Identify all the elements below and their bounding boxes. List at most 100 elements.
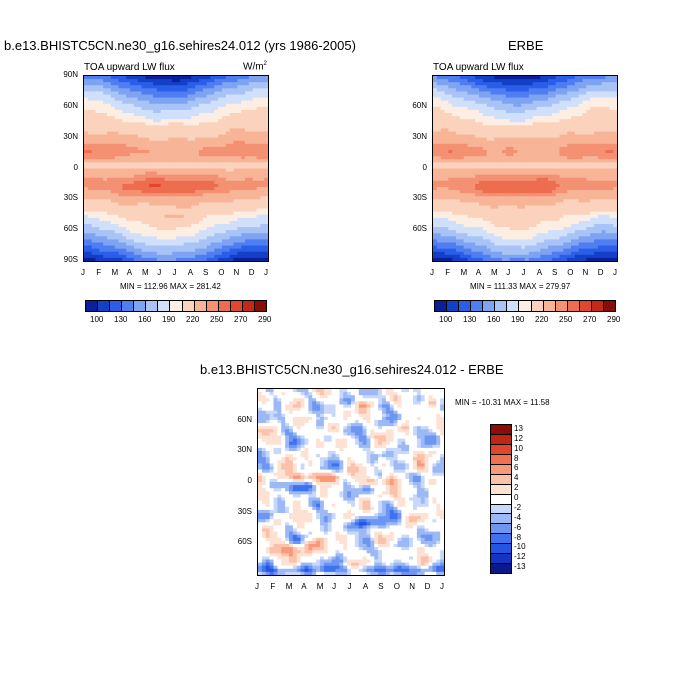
panel1-cell xyxy=(172,211,177,216)
panel2-cell xyxy=(544,97,549,102)
panel1-cell xyxy=(149,168,154,173)
panel1-cell xyxy=(122,76,127,80)
panel1-cell xyxy=(214,162,219,167)
panel2-cell xyxy=(471,76,476,80)
panel2-cell xyxy=(486,205,492,210)
panel1-cell xyxy=(179,208,185,213)
panel1-cell xyxy=(245,134,250,139)
panel2-cell xyxy=(494,187,499,191)
panel2-cell xyxy=(448,137,453,142)
panel1-cell xyxy=(225,202,231,207)
panel1-cell xyxy=(237,257,242,261)
panel2-cell xyxy=(517,187,522,191)
panel1-cell xyxy=(153,180,158,185)
panel1-cell xyxy=(191,85,196,89)
panel1-cell xyxy=(130,109,135,114)
panel2-cell xyxy=(505,82,511,86)
panel2-cell xyxy=(567,146,572,151)
panel1-cell xyxy=(237,109,242,114)
panel1-cell xyxy=(99,245,104,250)
panel2-cell xyxy=(502,199,507,204)
panel1-cell xyxy=(229,76,235,80)
panel1-cell xyxy=(260,230,265,234)
panel2-cell xyxy=(567,205,572,210)
panel1-cell xyxy=(256,131,261,136)
panel2-cell xyxy=(456,199,461,204)
panel2-cell xyxy=(578,109,584,114)
panel2-cell xyxy=(578,156,584,160)
panel1-cell xyxy=(248,85,254,89)
panel1-cell xyxy=(164,76,169,80)
panel1-cell xyxy=(84,109,89,114)
panel2-cell xyxy=(567,128,572,133)
panel2-cell xyxy=(567,97,572,102)
panel1-cell xyxy=(237,146,242,151)
panel1-cell xyxy=(87,76,93,80)
panel2-cell xyxy=(475,82,480,86)
panel1-cell xyxy=(233,177,238,182)
panel2-cell xyxy=(463,140,469,145)
panel2-cell xyxy=(521,143,526,148)
panel1-cell xyxy=(195,174,200,179)
panel1-cell xyxy=(110,103,116,108)
panel2-cell xyxy=(494,183,499,188)
panel1-cell xyxy=(149,150,154,154)
panel2-cell xyxy=(436,205,442,210)
panel1-cell xyxy=(122,187,127,191)
panel1-cell xyxy=(248,202,254,207)
panel2-cell xyxy=(559,193,564,197)
panel1-cell xyxy=(183,196,189,200)
panel1-cell xyxy=(91,94,97,99)
panel1-cell xyxy=(114,122,120,126)
panel1-cell xyxy=(84,217,89,222)
panel1-cell xyxy=(206,211,212,216)
panel2-cell xyxy=(440,153,446,157)
panel2-cell xyxy=(574,91,580,96)
panel2-cell xyxy=(452,128,457,133)
panel2-cell xyxy=(444,146,449,151)
panel2-cell xyxy=(440,134,446,139)
panel2-cell xyxy=(448,196,453,200)
panel2-cell xyxy=(494,85,499,89)
panel1-cell xyxy=(99,227,104,231)
panel1-cell xyxy=(156,230,162,234)
panel1-cell xyxy=(126,131,131,136)
panel1-cell xyxy=(225,143,231,148)
panel1-cell xyxy=(202,153,208,157)
panel2-cell xyxy=(548,94,553,99)
panel2-cell xyxy=(486,79,492,83)
panel1-cell xyxy=(183,76,189,80)
panel2-cell xyxy=(452,159,457,163)
panel1-cell xyxy=(199,97,204,102)
panel2-cell xyxy=(436,109,442,114)
panel2-cell xyxy=(609,106,614,111)
panel2-cell xyxy=(444,183,449,188)
panel2-cell xyxy=(567,88,572,93)
panel2-cell xyxy=(433,165,438,170)
panel2-cell xyxy=(571,183,576,188)
panel1-cell xyxy=(248,165,254,170)
panel1-cell xyxy=(130,122,135,126)
panel1-cell xyxy=(187,140,192,145)
panel2-cell xyxy=(482,177,488,182)
panel1-cell xyxy=(233,109,238,114)
panel1-cell xyxy=(245,257,250,261)
panel2-cell xyxy=(440,180,446,185)
panel1-cell xyxy=(141,103,146,108)
panel1-cell xyxy=(214,208,219,213)
panel2-cell xyxy=(578,131,584,136)
panel1-cell xyxy=(164,233,169,237)
panel1-cell xyxy=(118,159,123,163)
panel1-cell xyxy=(126,233,131,237)
panel1-cell xyxy=(87,214,93,219)
panel2-cell xyxy=(521,76,526,80)
panel1-cell xyxy=(225,171,231,176)
panel1-cell xyxy=(107,113,112,117)
panel2-cell xyxy=(490,162,495,167)
panel2-cell xyxy=(613,159,617,163)
panel1-cell xyxy=(260,190,265,194)
panel1-cell xyxy=(87,159,93,163)
panel1-cell xyxy=(114,159,120,163)
panel1-cell xyxy=(87,187,93,191)
panel2-cell xyxy=(505,88,511,93)
